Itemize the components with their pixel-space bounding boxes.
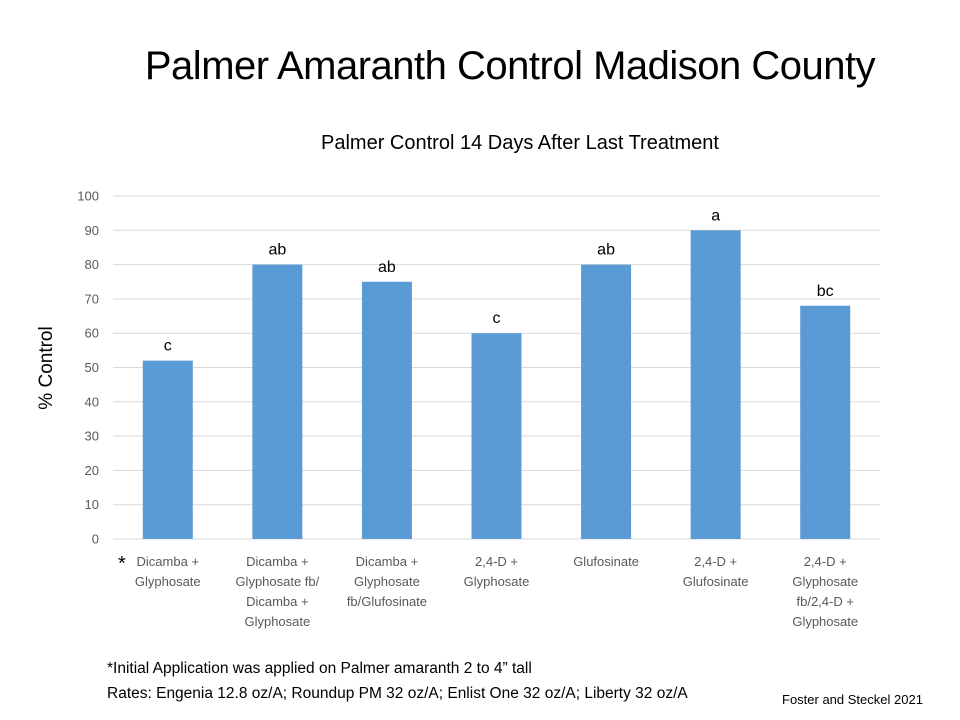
footnote-rates: Rates: Engenia 12.8 oz/A; Roundup PM 32 … bbox=[107, 685, 688, 702]
x-category-line: Glufosinate bbox=[573, 554, 639, 569]
y-tick-label: 0 bbox=[92, 532, 99, 547]
bar bbox=[471, 333, 522, 539]
x-category-line: Dicamba + bbox=[356, 554, 419, 569]
asterisk-marker: * bbox=[118, 553, 126, 575]
y-tick-label: 10 bbox=[85, 497, 99, 512]
x-category-line: Glyphosate bbox=[792, 614, 858, 629]
y-tick-label: 100 bbox=[77, 189, 99, 204]
data-label: ab bbox=[268, 242, 286, 259]
x-category-line: Glufosinate bbox=[683, 574, 749, 589]
data-label: c bbox=[164, 338, 172, 355]
x-category-label: 2,4-D + Glufosinate bbox=[683, 554, 749, 589]
x-category-line: 2,4-D + bbox=[694, 554, 737, 569]
x-category-label: Dicamba + Glyphosate fb/Dicamba + Glyphosa… bbox=[235, 554, 319, 629]
y-tick-label: 60 bbox=[85, 326, 99, 341]
bar bbox=[581, 264, 632, 539]
data-label: ab bbox=[597, 242, 615, 259]
bar bbox=[800, 305, 851, 539]
y-axis-title: % Control bbox=[36, 326, 57, 409]
bar bbox=[142, 360, 193, 539]
x-category-line: 2,4-D + bbox=[804, 554, 847, 569]
x-category-line: Glyphosate bbox=[244, 614, 310, 629]
x-category-line: Glyphosate bbox=[354, 574, 420, 589]
data-label: ab bbox=[378, 259, 396, 276]
y-tick-label: 30 bbox=[85, 429, 99, 444]
x-category-line: Dicamba + bbox=[246, 554, 309, 569]
x-category-line: Dicamba + bbox=[137, 554, 200, 569]
x-category-label: 2,4-D + Glyphosate fb/2,4-D + Glyphosate bbox=[792, 554, 858, 629]
y-tick-label: 40 bbox=[85, 394, 99, 409]
x-category-line: fb/Glufosinate bbox=[347, 594, 427, 609]
y-tick-label: 70 bbox=[85, 291, 99, 306]
y-tick-label: 50 bbox=[85, 360, 99, 375]
data-label: a bbox=[711, 207, 720, 224]
x-category-line: Glyphosate bbox=[464, 574, 530, 589]
x-category-label: 2,4-D + Glyphosate bbox=[464, 554, 530, 589]
footnote-application: *Initial Application was applied on Palm… bbox=[107, 660, 532, 677]
x-category-label: Glufosinate bbox=[573, 554, 639, 569]
data-label: bc bbox=[817, 283, 834, 300]
x-category-line: Dicamba + bbox=[246, 594, 309, 609]
bar bbox=[252, 264, 303, 539]
x-category-line: Glyphosate bbox=[135, 574, 201, 589]
x-category-label: Dicamba + Glyphosate bbox=[135, 554, 201, 589]
x-category-line: Glyphosate bbox=[792, 574, 858, 589]
x-category-line: fb/2,4-D + bbox=[796, 594, 853, 609]
x-category-label: Dicamba + Glyphosate fb/Glufosinate bbox=[347, 554, 427, 609]
y-tick-label: 20 bbox=[85, 463, 99, 478]
slide-title: Palmer Amaranth Control Madison County bbox=[144, 44, 876, 88]
y-tick-label: 80 bbox=[85, 257, 99, 272]
chart-title: Palmer Control 14 Days After Last Treatm… bbox=[321, 132, 719, 154]
bar bbox=[361, 281, 412, 539]
data-label: c bbox=[493, 310, 501, 327]
y-axis-ticks: 0 10 20 30 40 50 60 70 80 90 100 bbox=[77, 189, 99, 547]
bar bbox=[690, 230, 741, 540]
x-category-line: 2,4-D + bbox=[475, 554, 518, 569]
x-axis-categories: Dicamba + Glyphosate Dicamba + Glyphosate f… bbox=[135, 554, 858, 629]
x-category-line: Glyphosate fb/ bbox=[235, 574, 319, 589]
bars bbox=[142, 230, 851, 540]
credit-text: Foster and Steckel 2021 bbox=[782, 692, 923, 707]
y-tick-label: 90 bbox=[85, 223, 99, 238]
